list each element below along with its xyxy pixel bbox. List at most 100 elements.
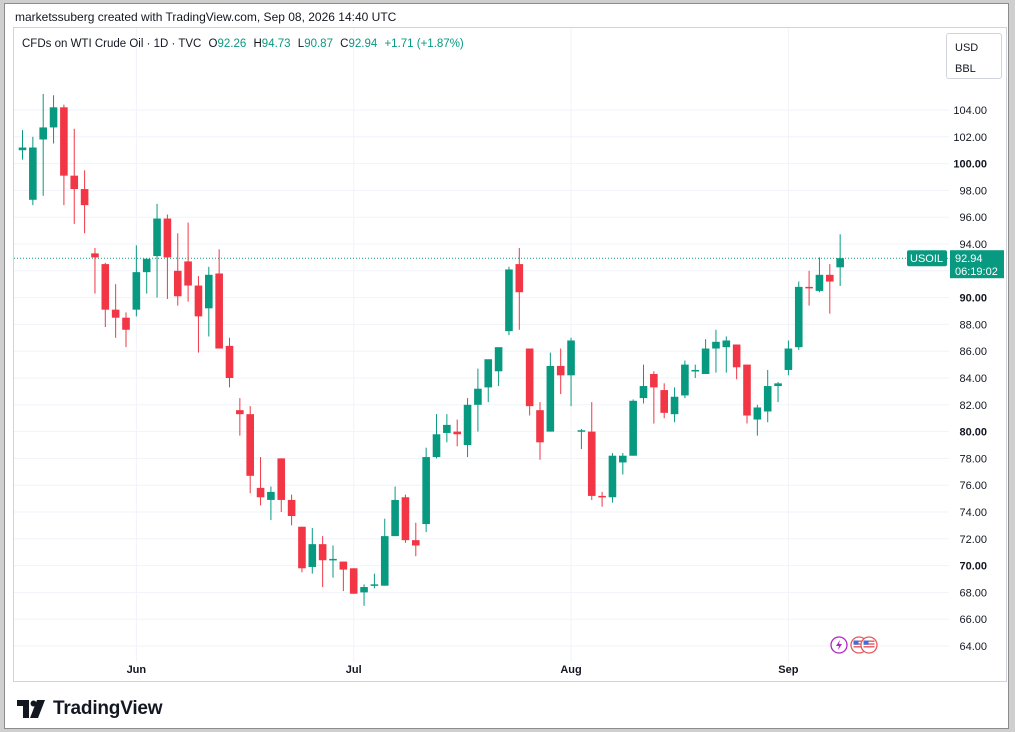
candle[interactable]	[339, 561, 348, 592]
candle[interactable]	[650, 371, 658, 424]
candle[interactable]	[153, 203, 161, 298]
candle[interactable]	[836, 234, 844, 286]
candle[interactable]	[205, 266, 213, 337]
candle[interactable]	[422, 447, 430, 533]
candle[interactable]	[277, 458, 286, 512]
candle-body	[474, 388, 482, 405]
candle[interactable]	[29, 136, 37, 206]
candle[interactable]	[826, 264, 834, 314]
candle[interactable]	[494, 347, 503, 387]
candle[interactable]	[70, 128, 79, 224]
chart-panel[interactable]: 104.00102.00100.0098.0096.0094.0092.0090…	[13, 27, 1007, 682]
candle[interactable]	[805, 270, 813, 306]
candle[interactable]	[794, 281, 803, 350]
candle[interactable]	[536, 402, 544, 460]
candle-body	[650, 373, 658, 388]
candle[interactable]	[556, 348, 565, 395]
y-tick-label: 80.00	[959, 427, 987, 439]
candle[interactable]	[474, 368, 482, 432]
candle[interactable]	[329, 545, 337, 578]
candle[interactable]	[691, 364, 700, 378]
candle[interactable]	[774, 382, 782, 403]
candle[interactable]	[753, 404, 762, 436]
candle[interactable]	[194, 276, 203, 353]
candle[interactable]	[287, 494, 296, 526]
candle[interactable]	[256, 457, 265, 506]
candle[interactable]	[380, 518, 389, 586]
candle[interactable]	[142, 258, 151, 294]
candle[interactable]	[484, 359, 493, 403]
candle[interactable]	[701, 339, 710, 374]
candle[interactable]	[577, 428, 586, 450]
lightning-icon[interactable]	[830, 636, 848, 654]
candle[interactable]	[215, 249, 223, 349]
candle[interactable]	[184, 222, 192, 302]
candle[interactable]	[732, 344, 741, 380]
y-tick-label: 64.00	[959, 641, 987, 653]
candle[interactable]	[225, 337, 234, 388]
currency-unit-box[interactable]: USD BBL	[946, 33, 1002, 79]
candle[interactable]	[639, 364, 648, 404]
candle[interactable]	[763, 369, 772, 423]
candle[interactable]	[443, 414, 451, 443]
candle[interactable]	[743, 364, 751, 424]
candle[interactable]	[660, 383, 668, 419]
candle[interactable]	[122, 312, 130, 348]
candle[interactable]	[619, 453, 627, 475]
candle[interactable]	[236, 398, 244, 436]
candle[interactable]	[815, 257, 824, 293]
candle[interactable]	[546, 352, 555, 432]
candle-body	[525, 348, 534, 407]
candle[interactable]	[432, 414, 441, 459]
candle[interactable]	[60, 104, 68, 206]
currency-label[interactable]: USD	[955, 42, 979, 54]
candle[interactable]	[318, 536, 327, 588]
candle[interactable]	[349, 568, 358, 594]
candle[interactable]	[173, 233, 182, 306]
candle[interactable]	[784, 340, 793, 376]
symbol-legend[interactable]: CFDs on WTI Crude Oil · 1D · TVC O92.26 …	[22, 38, 464, 50]
candle-body	[556, 365, 565, 376]
candle[interactable]	[712, 329, 720, 373]
calendar-flag-icon[interactable]	[860, 636, 878, 654]
candle[interactable]	[681, 360, 689, 399]
candle[interactable]	[308, 528, 317, 574]
candle[interactable]	[598, 491, 606, 507]
candle[interactable]	[246, 406, 254, 494]
candle-body	[805, 286, 813, 289]
candle[interactable]	[267, 486, 275, 521]
candle[interactable]	[18, 130, 27, 160]
candle[interactable]	[505, 266, 513, 336]
candle-body	[691, 369, 700, 372]
candle[interactable]	[567, 337, 575, 407]
candle[interactable]	[670, 387, 679, 423]
price-tag-value-bg	[950, 250, 1004, 279]
candle[interactable]	[370, 573, 379, 589]
candle[interactable]	[101, 262, 110, 328]
candle[interactable]	[132, 245, 141, 317]
candle[interactable]	[525, 348, 534, 416]
candle[interactable]	[401, 494, 410, 543]
candle-body	[536, 410, 544, 443]
candle[interactable]	[463, 398, 472, 458]
candle[interactable]	[453, 419, 461, 447]
unit-label[interactable]: BBL	[955, 63, 976, 75]
candle[interactable]	[608, 453, 617, 503]
candle[interactable]	[629, 399, 637, 456]
candle[interactable]	[412, 522, 420, 557]
candle[interactable]	[163, 214, 172, 299]
candle[interactable]	[49, 95, 58, 144]
candle[interactable]	[391, 486, 399, 537]
candle[interactable]	[111, 284, 120, 338]
candle[interactable]	[587, 402, 596, 500]
candle[interactable]	[298, 526, 306, 573]
candle[interactable]	[39, 93, 47, 196]
candle[interactable]	[91, 248, 99, 294]
candle[interactable]	[80, 170, 89, 234]
candle[interactable]	[515, 248, 524, 330]
tradingview-logo[interactable]: TradingView	[17, 696, 163, 722]
candle[interactable]	[360, 584, 368, 606]
candlestick-chart[interactable]: 104.00102.00100.0098.0096.0094.0092.0090…	[14, 28, 1006, 681]
candle[interactable]	[722, 336, 731, 373]
candle-body	[505, 269, 513, 332]
